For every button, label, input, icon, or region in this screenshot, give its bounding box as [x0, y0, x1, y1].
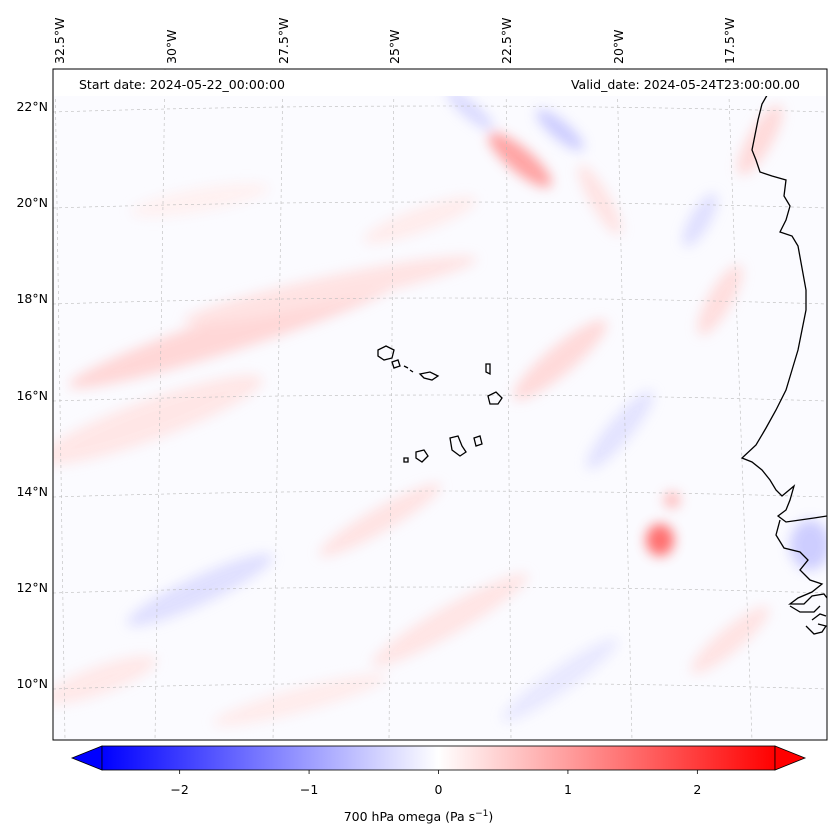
lat-label: 10°N [16, 676, 48, 691]
field-blob [319, 483, 441, 557]
field-blob [53, 655, 157, 705]
colorbar-title-close: ) [488, 809, 494, 825]
lon-label: 32.5°W [52, 17, 67, 64]
meridian-line [154, 69, 166, 740]
brava-island [403, 457, 409, 463]
colorbar-title-sup: −1 [475, 809, 489, 819]
map-frame [52, 68, 828, 741]
lat-label: 16°N [16, 388, 48, 403]
field-blob [664, 492, 680, 508]
parallel-line [53, 105, 827, 113]
lon-label: 20°W [611, 29, 626, 64]
lat-label: 12°N [16, 580, 48, 595]
meridian-line [54, 69, 66, 740]
colorbar-tick-label: −1 [299, 782, 319, 797]
sao-nicolau-island [418, 371, 440, 381]
field-blob [183, 255, 477, 325]
meridian-line [272, 69, 284, 740]
colorbar-tick-label: −2 [170, 782, 189, 797]
field-blob [697, 264, 743, 336]
field-blob [127, 553, 273, 627]
lat-label: 18°N [16, 291, 48, 306]
field-blob [513, 319, 607, 401]
meridian-line [388, 69, 395, 740]
field-blob [737, 104, 783, 176]
field-blob [586, 390, 654, 470]
colorbar-title-text: 700 hPa omega (Pa s [343, 809, 476, 825]
field-blob [53, 374, 263, 466]
colorbar-title: 700 hPa omega (Pa s−1) [0, 809, 837, 824]
lon-label: 30°W [164, 29, 179, 64]
field-blob [488, 132, 552, 188]
field-blob [502, 638, 618, 722]
cape-verde-islands [377, 345, 503, 463]
sal-island [485, 363, 491, 376]
parallel-line [53, 394, 827, 402]
lon-label: 25°W [387, 29, 402, 64]
meridian-line [727, 69, 753, 740]
field-blob [536, 109, 584, 151]
maio-island [473, 435, 483, 447]
parallel-line [53, 586, 827, 594]
colorbar-high-extend [774, 745, 807, 771]
parallel-line [53, 490, 827, 498]
colorbar-bar [101, 745, 776, 771]
field-blob [363, 196, 477, 244]
boa-vista-island [487, 391, 503, 405]
meridian-line [505, 69, 512, 740]
field-blob [213, 673, 387, 727]
santo-antao-island [377, 345, 395, 361]
santa-luzia-island [403, 365, 414, 373]
header-band [54, 70, 826, 96]
field-blob [371, 573, 529, 667]
lat-label: 20°N [16, 195, 48, 210]
gridlines [53, 69, 827, 740]
santiago-island [449, 435, 467, 457]
colorbar-low-extend [70, 745, 103, 771]
omega-field-blobs [53, 89, 827, 727]
lon-label: 27.5°W [276, 17, 291, 64]
lat-label: 14°N [16, 484, 48, 499]
parallel-line [53, 201, 827, 209]
colorbar [70, 745, 807, 774]
colorbar-tick-label: 1 [563, 782, 572, 797]
valid-date-text: Valid_date: 2024-05-24T23:00:00.00 [570, 77, 800, 92]
parallel-line [53, 682, 827, 690]
meridian-line [616, 69, 633, 740]
bissagos-coast [789, 605, 827, 635]
africa-coastline-south [775, 519, 827, 605]
field-blob [578, 165, 622, 235]
colorbar-tick-label: 0 [434, 782, 443, 797]
colorbar-tick-label: 2 [693, 782, 702, 797]
field-blob [646, 524, 674, 556]
parallel-line [53, 297, 827, 305]
field-blob [131, 183, 269, 217]
start-date-text: Start date: 2024-05-22_00:00:00 [79, 77, 285, 92]
field-blob [790, 520, 827, 570]
africa-coastline [740, 89, 827, 523]
sao-vicente-island [391, 359, 401, 369]
field-blob [682, 193, 718, 247]
lon-label: 22.5°W [499, 17, 514, 64]
fogo-island [415, 449, 429, 463]
lat-label: 22°N [16, 99, 48, 114]
field-blob [446, 89, 494, 131]
lon-label: 17.5°W [722, 17, 737, 64]
coastlines [740, 89, 827, 635]
field-blob [690, 606, 770, 674]
